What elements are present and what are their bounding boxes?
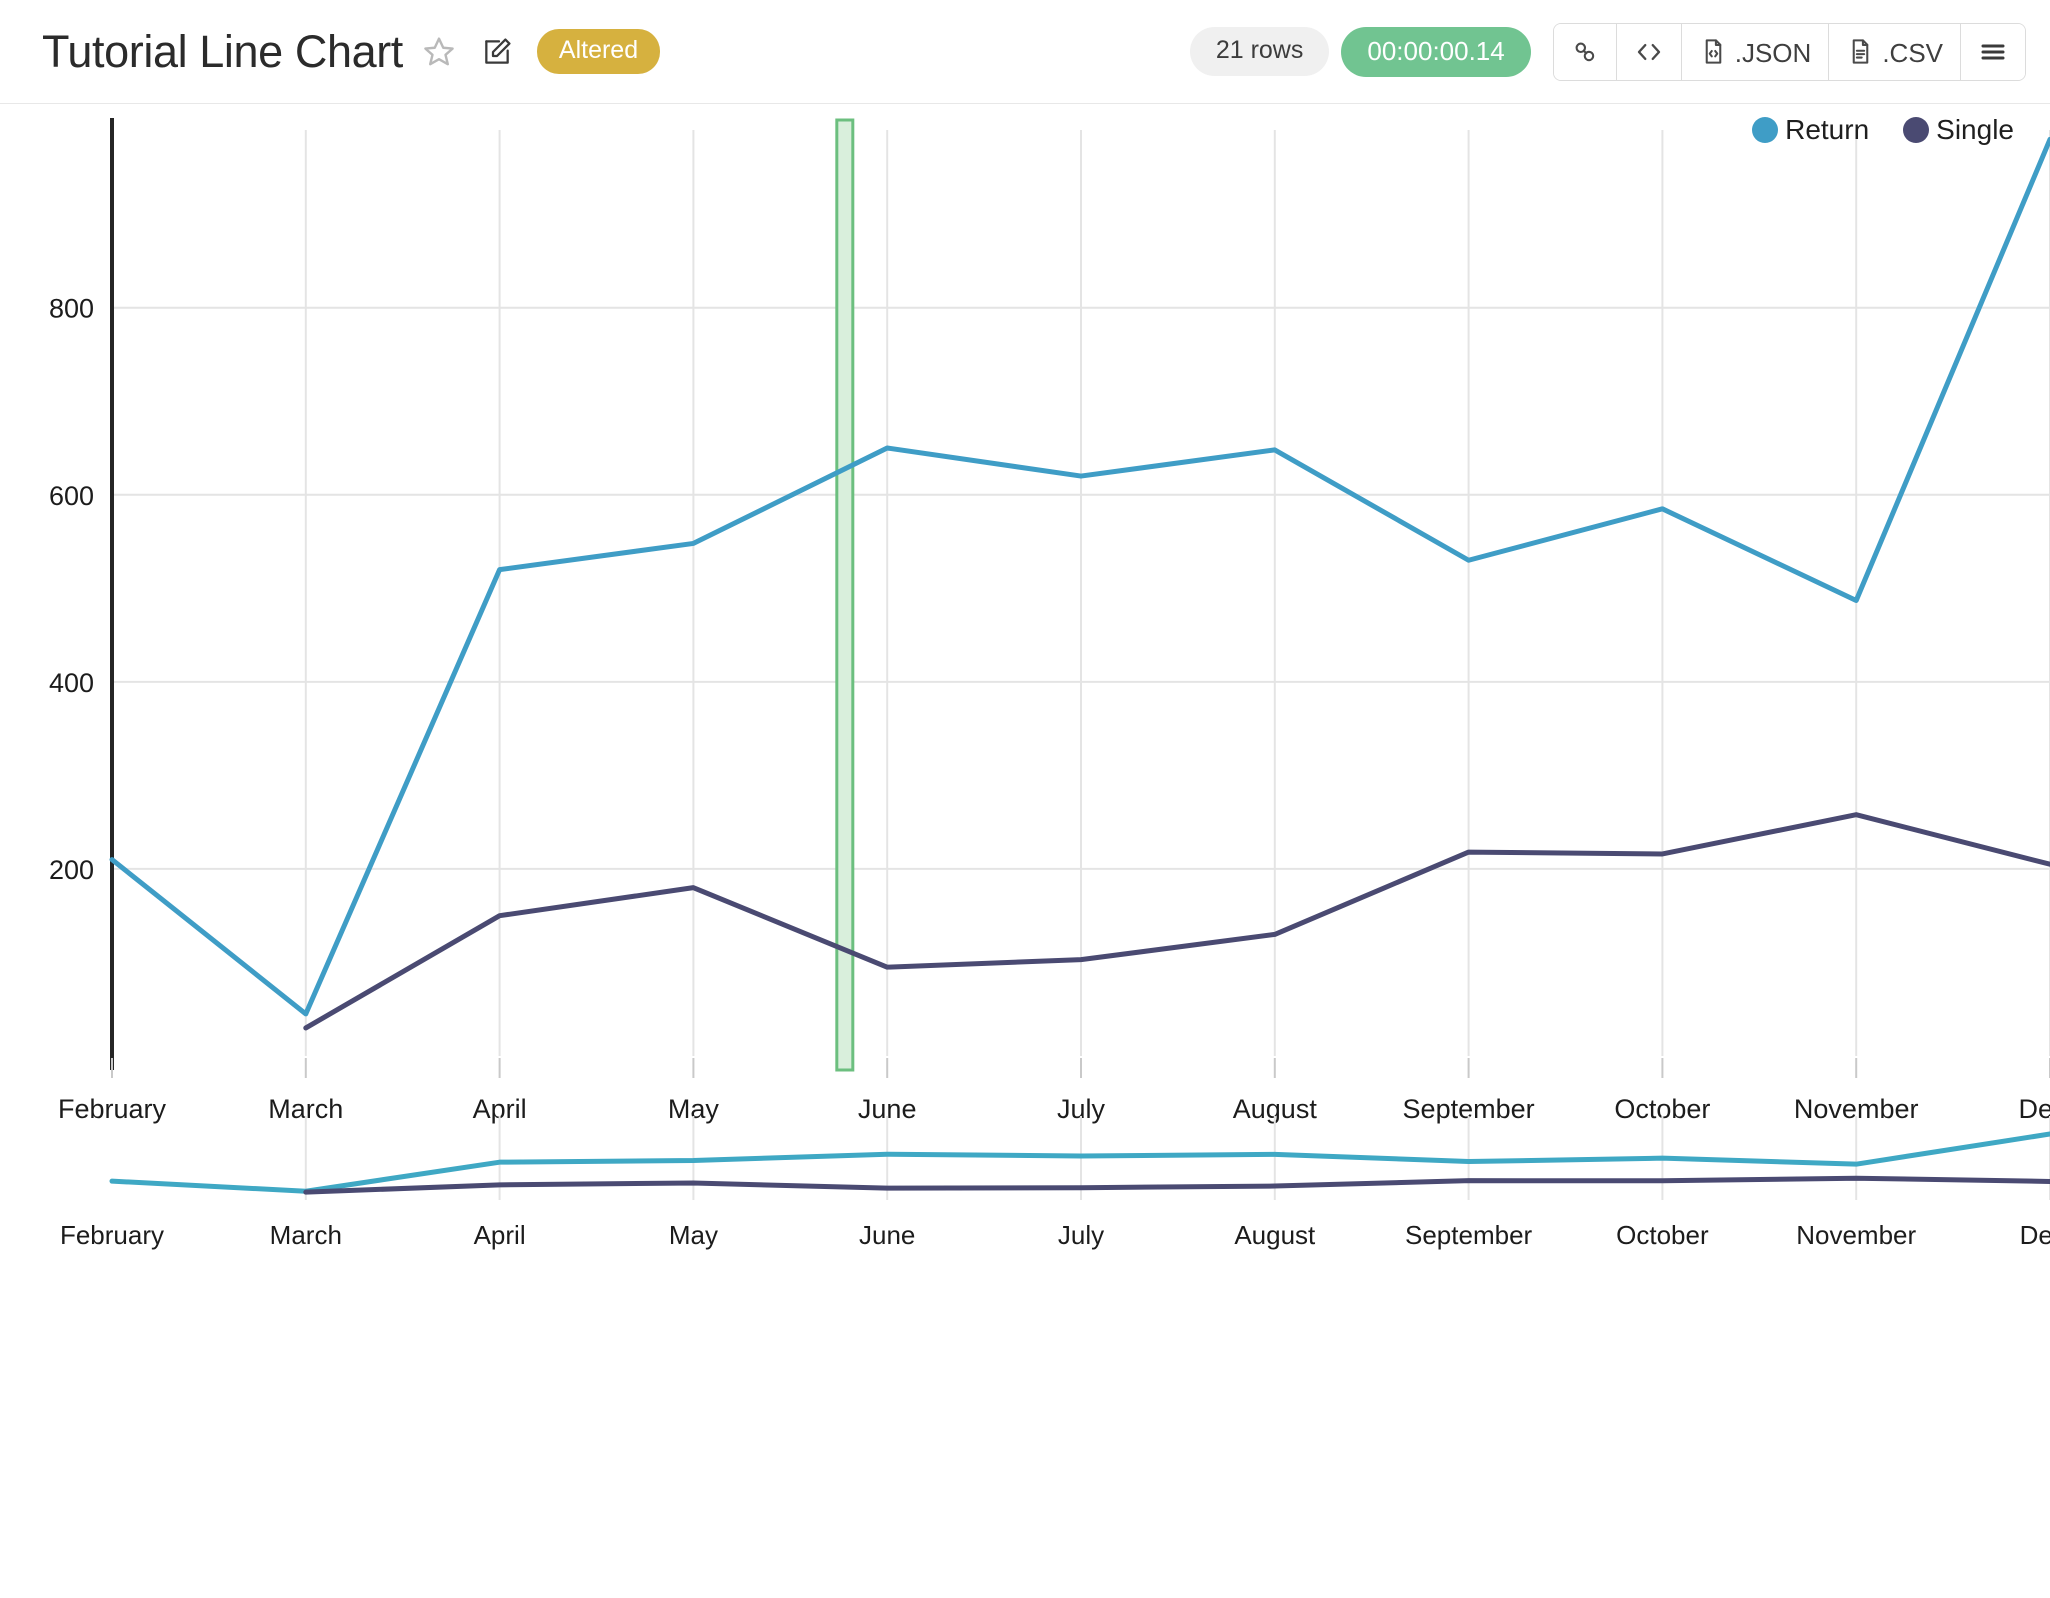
file-csv-icon: [1853, 39, 1869, 64]
header-right-group: 21 rows 00:00:00.14: [1189, 22, 2026, 81]
link-button[interactable]: [1553, 23, 1617, 80]
header-left-group: Tutorial Line Chart Altered: [42, 26, 661, 77]
export-json-button[interactable]: .JSON: [1681, 23, 1830, 80]
mini-x-axis-tick-label: June: [859, 1220, 915, 1250]
mini-x-axis-tick-label: September: [1405, 1220, 1533, 1250]
link-icon: [1575, 42, 1594, 61]
page-title: Tutorial Line Chart: [42, 26, 403, 77]
series-line-return[interactable]: [109, 136, 2050, 1017]
legend-item-single[interactable]: Single: [1903, 116, 2014, 144]
chart-legend: Return Single: [1752, 116, 2014, 144]
page-header: Tutorial Line Chart Altered 21 rows 00:0…: [0, 0, 2050, 104]
y-axis-tick-label: 400: [49, 668, 94, 698]
mini-series-line-single[interactable]: [303, 1175, 2050, 1195]
mini-x-axis-tick-label: February: [60, 1220, 164, 1250]
mini-x-axis-tick-label: August: [1234, 1220, 1316, 1250]
file-json-icon: [1705, 39, 1722, 64]
menu-button[interactable]: [1961, 23, 2025, 80]
code-icon: [1637, 43, 1660, 60]
mini-x-axis-tick-label: October: [1616, 1220, 1709, 1250]
y-axis-tick-label: 600: [49, 481, 94, 511]
mini-x-axis-tick-label: April: [474, 1220, 526, 1250]
mini-x-axis-tick-label: March: [270, 1220, 342, 1250]
mini-x-axis-tick-label: July: [1058, 1220, 1104, 1250]
mini-x-axis-tick-label: May: [669, 1220, 718, 1250]
legend-label: Return: [1785, 114, 1870, 145]
edit-pencil-icon[interactable]: [475, 30, 519, 74]
export-csv-label: .CSV: [1882, 37, 1943, 68]
row-count-badge: 21 rows: [1189, 27, 1330, 76]
mini-series-line-return[interactable]: [109, 1131, 2050, 1194]
chart-container: Return Single 200 400 600 800 February March A…: [0, 104, 2050, 1598]
x-axis-tick-label: February: [58, 1094, 167, 1124]
y-axis-tick-label: 200: [49, 855, 94, 885]
y-axis-tick-label: 800: [49, 294, 94, 324]
x-axis-tick-label: Dece: [2018, 1094, 2050, 1124]
legend-color-swatch: [1903, 117, 1930, 143]
line-chart-plot[interactable]: 200 400 600 800 February March April May June Jul…: [0, 104, 2050, 1598]
legend-item-return[interactable]: Return: [1752, 116, 1869, 144]
star-icon[interactable]: [417, 30, 461, 74]
selection-band[interactable]: [835, 118, 855, 1072]
mini-x-axis-tick-label: November: [1796, 1220, 1916, 1250]
toolbar-button-group: .JSON .CSV: [1552, 22, 2026, 81]
embed-code-button[interactable]: [1616, 23, 1682, 80]
legend-color-swatch: [1752, 117, 1779, 143]
export-json-label: .JSON: [1734, 37, 1812, 68]
series-line-single[interactable]: [303, 812, 2050, 1031]
status-badge[interactable]: Altered: [536, 29, 661, 74]
export-csv-button[interactable]: .CSV: [1829, 23, 1961, 80]
hamburger-icon: [1981, 43, 2005, 59]
legend-label: Single: [1936, 114, 2014, 145]
mini-x-axis-tick-label: Dece: [2020, 1220, 2050, 1250]
execution-timer-badge[interactable]: 00:00:00.14: [1341, 26, 1531, 77]
